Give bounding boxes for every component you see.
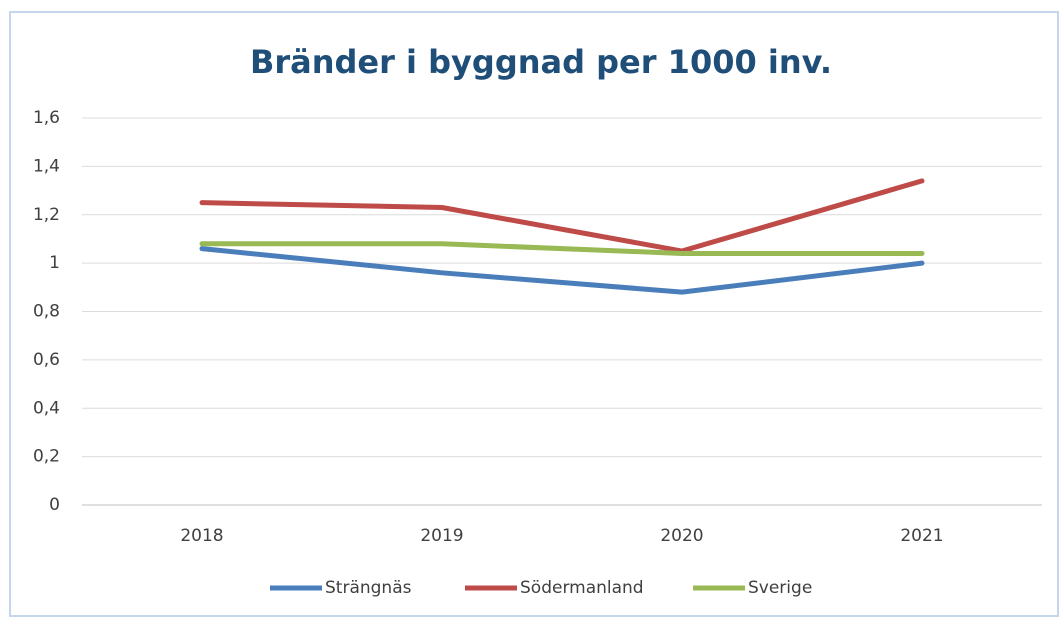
y-tick-label: 0,6 (33, 350, 60, 370)
x-tick-label: 2018 (180, 526, 223, 546)
y-tick-label: 1,4 (33, 156, 60, 176)
legend-label: Södermanland (520, 578, 644, 598)
y-tick-label: 0,8 (33, 302, 60, 322)
y-tick-label: 0 (49, 495, 60, 515)
series-line (199, 178, 925, 254)
series-line (199, 246, 925, 295)
chart-title: Bränder i byggnad per 1000 inv. (250, 43, 832, 81)
x-tick-label: 2020 (660, 526, 703, 546)
y-tick-label: 1 (49, 253, 60, 273)
chart-border (9, 11, 1059, 617)
y-tick-label: 1,6 (33, 108, 60, 128)
x-tick-label: 2021 (900, 526, 943, 546)
y-tick-label: 0,2 (33, 447, 60, 467)
x-tick-label: 2019 (420, 526, 463, 546)
legend-label: Strängnäs (325, 578, 412, 598)
legend-label: Sverige (748, 578, 812, 598)
y-tick-label: 0,4 (33, 398, 60, 418)
y-tick-label: 1,2 (33, 205, 60, 225)
series-line (199, 241, 925, 256)
